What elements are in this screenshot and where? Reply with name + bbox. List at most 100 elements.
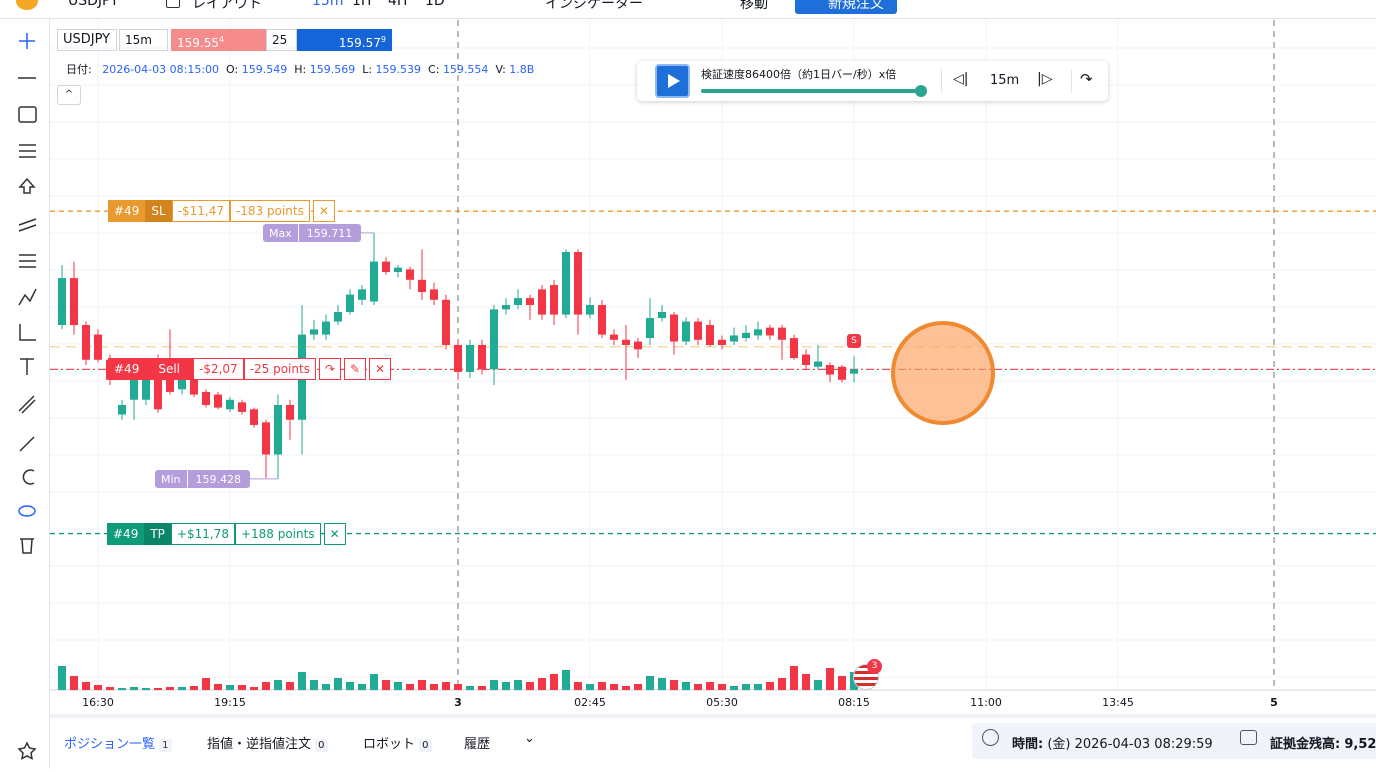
rect-tool[interactable] [18, 106, 37, 123]
replay-interval[interactable]: 15m [990, 73, 1020, 88]
volume-bar [814, 680, 822, 690]
cursor-tool[interactable] [19, 33, 35, 49]
move[interactable]: 移動 [740, 0, 768, 12]
close-button[interactable]: ✕ [323, 522, 346, 545]
volume-bar [430, 684, 438, 690]
symbol[interactable]: USDJPY [68, 0, 119, 9]
candle-body [274, 404, 282, 455]
min-label: Min 159.428 [155, 469, 251, 488]
indicators[interactable]: インジケーター [545, 0, 643, 12]
fib-tool[interactable] [19, 144, 36, 158]
buy-price[interactable]: 159.579 [297, 29, 392, 51]
volume-bar [202, 678, 210, 690]
tp-order[interactable]: #49 TP +$11,78 +188 points ✕ [107, 522, 346, 545]
candle-body [802, 354, 810, 365]
sell-price[interactable]: 159.554 [171, 29, 267, 51]
max-text: Max [263, 223, 298, 242]
interval[interactable]: 1H [352, 0, 372, 9]
interval[interactable]: 4H [388, 0, 408, 9]
text-tool[interactable] [20, 358, 34, 375]
edit-button[interactable]: ✎ [343, 358, 366, 381]
settings-icon[interactable] [16, 0, 38, 10]
close-button[interactable]: ✕ [368, 358, 391, 381]
step-back[interactable]: ◁| [953, 71, 969, 87]
candle-body [346, 294, 354, 312]
candle-body [838, 366, 846, 380]
sl-order[interactable]: #49 SL -$11,47 -183 points ✕ [108, 200, 335, 223]
candle-body [382, 261, 390, 273]
channel-tool[interactable] [18, 218, 37, 232]
brush-tool[interactable] [18, 395, 36, 414]
volume-bar [838, 676, 846, 690]
candle-body [742, 332, 750, 339]
sell-sup: 4 [219, 35, 225, 44]
close-button[interactable]: ✕ [312, 200, 335, 223]
interval[interactable]: 1D [425, 0, 445, 9]
new-order[interactable]: 新規注文 [828, 0, 884, 12]
candle-body [538, 289, 546, 315]
margin-label: 証拠金残高: [1270, 737, 1341, 752]
tool-icons [17, 33, 37, 760]
candle-body [706, 325, 714, 346]
chart-symbol[interactable]: USDJPY [57, 29, 117, 51]
tab[interactable]: ロボット 0 [363, 733, 432, 752]
volume-bar [706, 682, 714, 690]
candle-body [478, 345, 486, 370]
candle-body [670, 314, 678, 342]
volume-bar [418, 680, 426, 690]
reverse-button[interactable]: ↷ [318, 358, 341, 381]
volume-bar [94, 685, 102, 690]
candle-body [418, 279, 426, 292]
pen-tool[interactable] [19, 436, 35, 452]
slider-knob[interactable] [915, 85, 927, 97]
tab[interactable]: ポジション一覧 1 [64, 733, 172, 752]
tab[interactable]: 指値・逆指値注文 0 [207, 733, 328, 752]
layout[interactable]: レイアウト [192, 0, 262, 12]
new-order-button[interactable] [795, 0, 897, 14]
step-forward[interactable]: |▷ [1037, 71, 1053, 87]
arrow-tool[interactable] [18, 177, 36, 194]
volume-bar [250, 687, 258, 690]
tab-more[interactable]: ⌄ [524, 731, 535, 746]
order-kind: SL [145, 200, 172, 223]
pitch-tool[interactable] [19, 254, 36, 268]
candle-body [406, 269, 414, 280]
collapse-button[interactable]: ^ [57, 85, 81, 105]
pattern-tool[interactable] [18, 288, 37, 306]
x-tick-label: 02:45 [574, 696, 606, 709]
interval[interactable]: 15m [312, 0, 344, 9]
candle-body [610, 334, 618, 340]
volume-bar [286, 682, 294, 690]
x-tick-label: 3 [454, 696, 462, 709]
time-value: (金) 2026-04-03 08:29:59 [1047, 737, 1213, 752]
volume-bar [394, 682, 402, 690]
entry-order[interactable]: #49 Sell -$2,07 -25 points ↷ ✎ ✕ [108, 358, 391, 381]
volume-bar [526, 682, 534, 690]
measure-tool[interactable] [19, 324, 36, 341]
volume-bar [238, 685, 246, 690]
chart-interval[interactable]: 15m [119, 29, 168, 51]
volume-bar [766, 682, 774, 690]
eye-tool[interactable] [18, 505, 36, 517]
x-tick-label: 13:45 [1102, 696, 1134, 709]
candle-body [142, 364, 150, 400]
candle-body [394, 267, 402, 273]
left-toolbar [0, 19, 50, 769]
magnet-tool[interactable] [22, 469, 35, 485]
buy-main: 159.57 [338, 36, 381, 50]
favorite-tool[interactable] [17, 741, 37, 760]
trash-tool[interactable] [20, 538, 34, 554]
exit-replay[interactable]: ↷ [1080, 70, 1093, 88]
candle-body [850, 369, 858, 374]
tab-count: 0 [315, 739, 328, 752]
speed-slider[interactable] [701, 89, 921, 93]
volume-bar [586, 684, 594, 690]
volume-bar [826, 668, 834, 690]
tab[interactable]: 履歴 [464, 737, 491, 752]
signal-badge[interactable]: S [847, 334, 861, 348]
play-button[interactable] [655, 64, 690, 98]
order-points: +188 points [234, 522, 321, 545]
v-label: V: [495, 63, 506, 76]
candle-body [814, 361, 822, 367]
